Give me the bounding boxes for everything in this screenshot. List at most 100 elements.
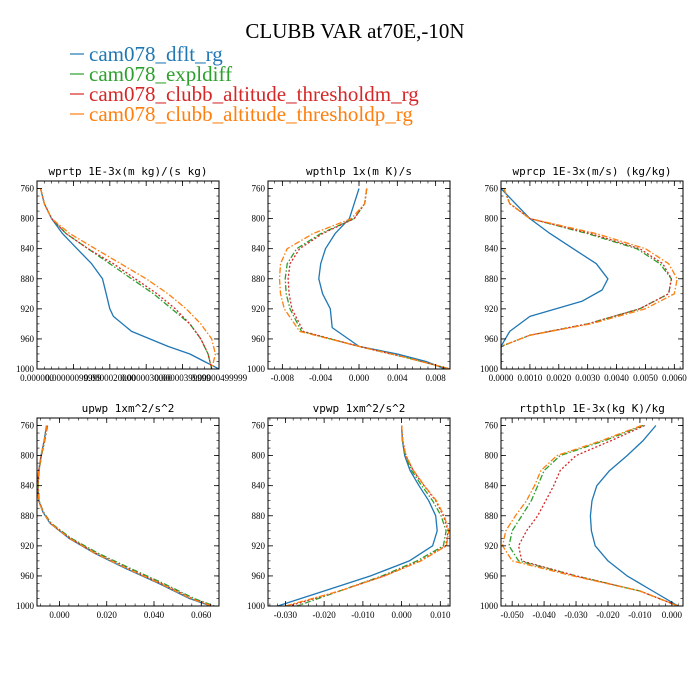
series-line-2 [287, 188, 450, 369]
y-tick-label: 840 [21, 481, 35, 491]
y-tick-label: 760 [252, 184, 266, 194]
panel-0: wprtp 1E-3x(m kg)/(s kg) 760 800 840 880 920 9… [16, 165, 248, 383]
y-tick-label: 800 [21, 451, 35, 461]
y-tick-label: 840 [252, 481, 266, 491]
x-tick-label: 0.00000099999 [45, 373, 102, 383]
y-tick-label: 800 [485, 451, 499, 461]
panel-3: upwp 1xm^2/s^2 760 800 840 880 920 960 1000 0.00… [16, 402, 220, 620]
y-tick-label: 800 [485, 214, 499, 224]
series-line-3 [501, 188, 678, 369]
x-tick-label: -0.020 [596, 610, 620, 620]
x-tick-label: -0.010 [351, 610, 375, 620]
x-tick-label: 0.000 [349, 373, 370, 383]
legend-label: cam078_expldiff [89, 62, 232, 86]
x-tick-label: 0.0050 [633, 373, 658, 383]
series-line-1 [284, 188, 450, 369]
panel-title: vpwp 1xm^2/s^2 [313, 402, 406, 415]
x-tick-label: 0.040 [144, 610, 165, 620]
series-line-1 [37, 425, 215, 606]
x-tick-label: 0.020 [97, 610, 118, 620]
legend-label: cam078_clubb_altitude_thresholdp_rg [89, 102, 413, 126]
y-tick-label: 920 [485, 541, 499, 551]
series-line-0 [318, 188, 446, 369]
y-tick-label: 760 [21, 421, 35, 431]
x-tick-label: 0.0030 [575, 373, 600, 383]
x-tick-label: -0.050 [501, 610, 525, 620]
y-tick-label: 920 [21, 304, 35, 314]
panel-frame [267, 417, 451, 607]
y-tick-label: 960 [252, 334, 266, 344]
x-tick-label: 0.0000 [489, 373, 514, 383]
y-tick-label: 880 [485, 511, 499, 521]
y-tick-label: 760 [252, 421, 266, 431]
y-tick-label: 960 [252, 571, 266, 581]
panel-2: wprcp 1E-3x(m/s) (kg/kg) 760 800 840 880 920 9… [480, 165, 687, 383]
x-tick-label: -0.004 [309, 373, 333, 383]
x-tick-label: -0.008 [271, 373, 295, 383]
x-tick-label: 0.004 [387, 373, 408, 383]
panel-5: rtpthlp 1E-3x(kg K)/kg 760 800 840 880 920 960… [480, 402, 684, 620]
x-tick-label: -0.040 [532, 610, 556, 620]
panel-1: wpthlp 1x(m K)/s 760 800 840 880 920 960 1000 -0… [247, 165, 451, 383]
figure-title: CLUBB VAR at70E,-10N [245, 19, 464, 43]
y-tick-label: 760 [21, 184, 35, 194]
x-tick-label: 0.000 [662, 610, 683, 620]
x-tick-label: 0.0000030000 [120, 373, 172, 383]
y-tick-label: 880 [485, 274, 499, 284]
y-tick-label: 880 [21, 274, 35, 284]
y-tick-label: 800 [21, 214, 35, 224]
y-tick-label: 1000 [480, 601, 499, 611]
x-tick-label: 0.000000 [20, 373, 54, 383]
x-tick-label: 0.000 [391, 610, 412, 620]
x-tick-label: 0.0020 [546, 373, 571, 383]
series-line-3 [37, 425, 213, 606]
x-tick-label: 0.00000499999 [191, 373, 248, 383]
x-tick-label: 0.010 [430, 610, 451, 620]
series-line-2 [37, 425, 213, 606]
series-line-0 [277, 425, 438, 606]
panel-4: vpwp 1xm^2/s^2 760 800 840 880 920 960 1000 -0.0… [247, 402, 451, 620]
panel-frame [36, 417, 220, 607]
y-tick-label: 960 [485, 571, 499, 581]
series-line-0 [39, 188, 219, 369]
y-tick-label: 920 [485, 304, 499, 314]
y-tick-label: 920 [21, 541, 35, 551]
x-tick-label: 0.0010 [518, 373, 543, 383]
x-tick-label: 0.008 [426, 373, 447, 383]
y-tick-label: 800 [252, 214, 266, 224]
series-line-2 [289, 425, 449, 606]
y-tick-label: 920 [252, 304, 266, 314]
y-tick-label: 880 [21, 511, 35, 521]
series-line-1 [508, 424, 679, 606]
series-line-3 [278, 188, 450, 369]
panel-title: rtpthlp 1E-3x(kg K)/kg [519, 402, 665, 415]
y-tick-label: 880 [252, 511, 266, 521]
series-line-0 [501, 188, 609, 369]
panel-frame [500, 180, 684, 370]
y-tick-label: 960 [21, 571, 35, 581]
series-line-1 [39, 188, 213, 369]
y-tick-label: 760 [485, 421, 499, 431]
panel-title: wpthlp 1x(m K)/s [306, 165, 412, 178]
y-tick-label: 1000 [480, 364, 499, 374]
y-tick-label: 960 [21, 334, 35, 344]
x-tick-label: -0.020 [313, 610, 337, 620]
x-tick-label: 0.0040 [604, 373, 629, 383]
panel-frame [500, 417, 684, 607]
x-tick-label: 0.0060 [662, 373, 687, 383]
y-tick-label: 800 [252, 451, 266, 461]
y-tick-label: 1000 [16, 601, 35, 611]
panel-title: upwp 1xm^2/s^2 [82, 402, 175, 415]
series-line-3 [501, 424, 679, 606]
series-line-2 [517, 424, 679, 606]
x-tick-label: -0.010 [628, 610, 652, 620]
series-line-3 [39, 188, 217, 369]
legend-label: cam078_dflt_rg [89, 42, 223, 66]
x-tick-label: 0.000 [49, 610, 70, 620]
y-tick-label: 1000 [247, 601, 266, 611]
panel-title: wprcp 1E-3x(m/s) (kg/kg) [513, 165, 672, 178]
y-tick-label: 1000 [16, 364, 35, 374]
y-tick-label: 840 [252, 244, 266, 254]
